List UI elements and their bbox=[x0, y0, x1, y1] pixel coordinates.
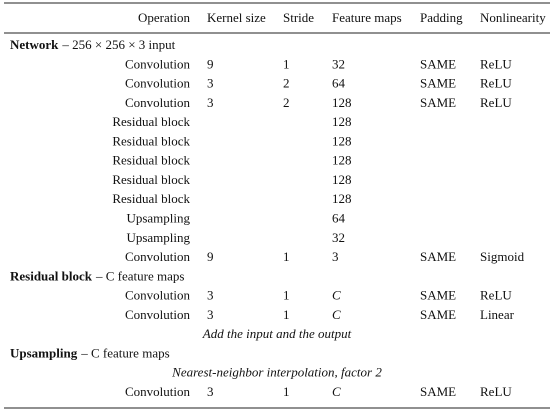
cell: 32 bbox=[332, 230, 345, 245]
cell: C bbox=[332, 307, 341, 322]
note: Add the input and the output bbox=[202, 326, 352, 341]
column-header: Stride bbox=[283, 10, 314, 25]
cell: SAME bbox=[420, 307, 456, 322]
cell: 3 bbox=[207, 288, 214, 303]
cell: ReLU bbox=[480, 288, 512, 303]
cell: Residual block bbox=[112, 191, 190, 206]
cell: 1 bbox=[283, 56, 290, 71]
cell: Convolution bbox=[125, 249, 191, 264]
cell: 3 bbox=[207, 384, 214, 399]
cell: 128 bbox=[332, 114, 352, 129]
cell: 3 bbox=[207, 95, 214, 110]
cell: Residual block bbox=[112, 114, 190, 129]
cell: ReLU bbox=[480, 384, 512, 399]
cell: 64 bbox=[332, 211, 346, 226]
column-header: Feature maps bbox=[332, 10, 402, 25]
cell: ReLU bbox=[480, 95, 512, 110]
section-subtitle: – 256 × 256 × 3 input bbox=[61, 37, 175, 52]
cell: SAME bbox=[420, 95, 456, 110]
section-title: Upsampling bbox=[10, 345, 78, 360]
cell: Convolution bbox=[125, 384, 191, 399]
section-title: Network bbox=[10, 37, 59, 52]
cell: ReLU bbox=[480, 56, 512, 71]
cell: 128 bbox=[332, 153, 352, 168]
cell: 9 bbox=[207, 56, 214, 71]
cell: ReLU bbox=[480, 76, 512, 91]
cell: SAME bbox=[420, 76, 456, 91]
section-title: Residual block bbox=[10, 268, 93, 283]
cell: 128 bbox=[332, 133, 352, 148]
cell: SAME bbox=[420, 249, 456, 264]
section-subtitle: – C feature maps bbox=[95, 268, 184, 283]
cell: SAME bbox=[420, 384, 456, 399]
cell: Upsampling bbox=[126, 211, 190, 226]
column-header: Operation bbox=[138, 10, 190, 25]
cell: Residual block bbox=[112, 133, 190, 148]
cell: 128 bbox=[332, 172, 352, 187]
cell: Convolution bbox=[125, 288, 191, 303]
cell: 64 bbox=[332, 76, 346, 91]
cell: Sigmoid bbox=[480, 249, 525, 264]
cell: SAME bbox=[420, 288, 456, 303]
cell: 128 bbox=[332, 191, 352, 206]
cell: Upsampling bbox=[126, 230, 190, 245]
cell: 128 bbox=[332, 95, 352, 110]
cell: Convolution bbox=[125, 95, 191, 110]
section-subtitle: – C feature maps bbox=[80, 345, 169, 360]
cell: C bbox=[332, 288, 341, 303]
cell: 1 bbox=[283, 384, 290, 399]
column-header: Nonlinearity bbox=[480, 10, 546, 25]
cell: Convolution bbox=[125, 76, 191, 91]
cell: Convolution bbox=[125, 307, 191, 322]
cell: 1 bbox=[283, 307, 290, 322]
cell: 1 bbox=[283, 288, 290, 303]
column-header: Padding bbox=[420, 10, 463, 25]
cell: 3 bbox=[207, 307, 214, 322]
cell: C bbox=[332, 384, 341, 399]
cell: 3 bbox=[207, 76, 214, 91]
cell: 1 bbox=[283, 249, 290, 264]
cell: Residual block bbox=[112, 172, 190, 187]
cell: 2 bbox=[283, 76, 290, 91]
cell: Convolution bbox=[125, 56, 191, 71]
cell: 2 bbox=[283, 95, 290, 110]
cell: 32 bbox=[332, 56, 345, 71]
column-header: Kernel size bbox=[207, 10, 266, 25]
cell: 3 bbox=[332, 249, 339, 264]
cell: 9 bbox=[207, 249, 214, 264]
cell: Linear bbox=[480, 307, 515, 322]
note: Nearest-neighbor interpolation, factor 2 bbox=[171, 365, 382, 380]
cell: SAME bbox=[420, 56, 456, 71]
cell: Residual block bbox=[112, 153, 190, 168]
